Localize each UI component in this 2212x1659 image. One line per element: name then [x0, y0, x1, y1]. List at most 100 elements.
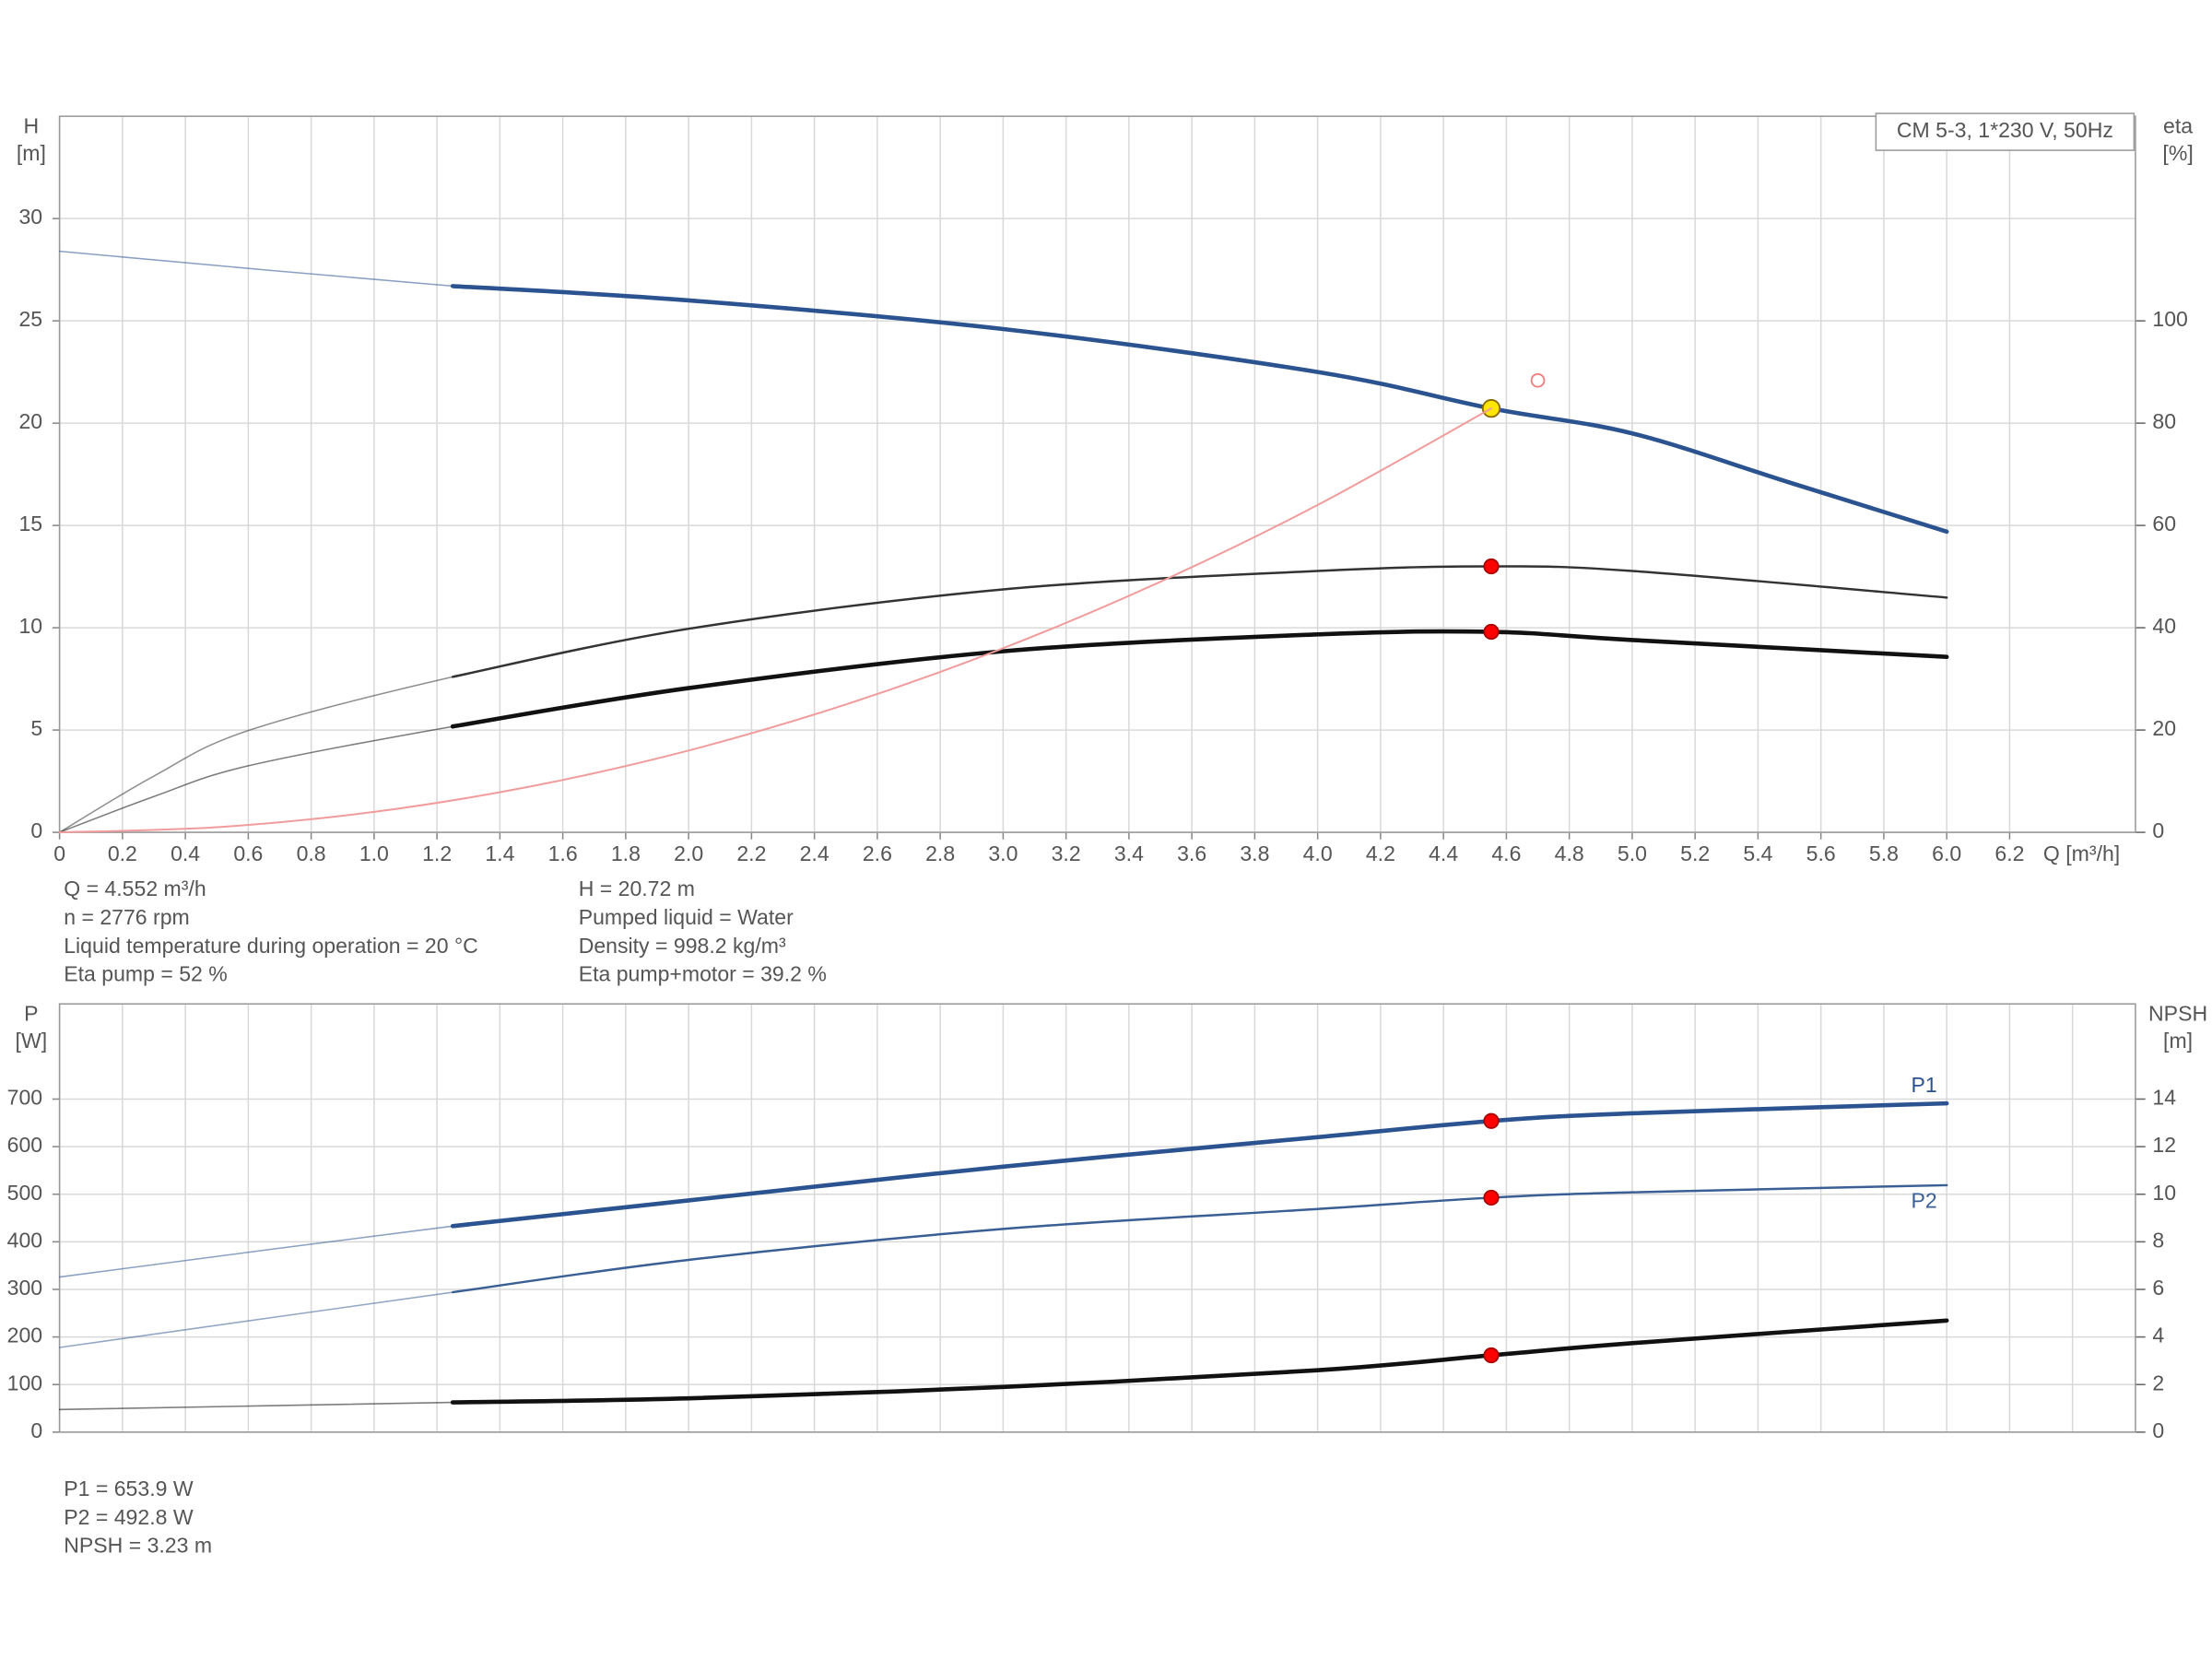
curve [451, 565, 1948, 678]
y-axis-title: H [24, 114, 40, 138]
x-tick-label: 1.4 [485, 841, 514, 865]
y-tick-label: 10 [18, 614, 42, 638]
y2-axis-title: NPSH [2148, 1002, 2207, 1026]
x-tick-label: 4.2 [1366, 841, 1395, 865]
y2-tick-label: 14 [2152, 1086, 2176, 1110]
y-tick-label: 5 [30, 716, 42, 740]
info-text: Q = 4.552 m³/h [64, 877, 206, 900]
y-tick-label: 25 [18, 307, 42, 331]
y-tick-label: 30 [18, 205, 42, 229]
info-text: Eta pump = 52 % [64, 962, 228, 986]
x-tick-label: 4.8 [1555, 841, 1584, 865]
reference-point [1530, 372, 1546, 388]
x-tick-label: 6.0 [1932, 841, 1961, 865]
info-text: n = 2776 rpm [64, 905, 190, 929]
y-tick-label: 0 [30, 818, 42, 842]
series-label: P1 [1911, 1073, 1936, 1097]
info-text: Liquid temperature during operation = 20… [64, 934, 478, 958]
x-tick-label: 2.8 [925, 841, 955, 865]
x-tick-label: 5.0 [1618, 841, 1647, 865]
x-tick-label: 5.6 [1806, 841, 1836, 865]
x-tick-label: 4.6 [1491, 841, 1521, 865]
x-tick-label: 1.2 [422, 841, 452, 865]
y2-tick-label: 4 [2152, 1324, 2164, 1347]
info-text: Pumped liquid = Water [579, 905, 794, 929]
curve [450, 1318, 1949, 1405]
x-tick-label: 1.6 [548, 841, 578, 865]
curve [58, 407, 1493, 834]
curve [450, 629, 1949, 729]
y2-axis-title: [m] [2163, 1029, 2193, 1053]
curve [450, 1100, 1949, 1229]
y-tick-label: 0 [30, 1418, 42, 1442]
x-tick-label: 4.4 [1429, 841, 1458, 865]
x-tick-label: 6.2 [1994, 841, 2024, 865]
y2-tick-label: 80 [2152, 409, 2176, 433]
y-tick-label: 300 [7, 1276, 42, 1300]
x-tick-label: 0.2 [108, 841, 137, 865]
x-tick-label: 3.2 [1052, 841, 1081, 865]
info-text: H = 20.72 m [579, 877, 695, 900]
y-tick-label: 700 [7, 1086, 42, 1110]
y2-tick-label: 100 [2152, 307, 2187, 331]
y2-tick-label: 12 [2152, 1133, 2176, 1157]
x-tick-label: 5.2 [1680, 841, 1710, 865]
y2-tick-label: 0 [2152, 1418, 2164, 1442]
plot-frame [58, 115, 2136, 833]
y-tick-label: 500 [7, 1181, 42, 1205]
x-tick-label: 0.8 [297, 841, 326, 865]
x-tick-label: 0 [53, 841, 65, 865]
legend-text: CM 5-3, 1*230 V, 50Hz [1897, 118, 2113, 142]
x-tick-label: 1.0 [359, 841, 389, 865]
info-text: P2 = 492.8 W [64, 1505, 194, 1529]
y2-axis-title: eta [2163, 114, 2193, 138]
y2-axis-title: [%] [2162, 141, 2193, 165]
operating-point [1483, 1347, 1500, 1364]
y2-tick-label: 10 [2152, 1181, 2176, 1205]
y-tick-label: 20 [18, 409, 42, 433]
x-tick-label: 2.2 [736, 841, 766, 865]
x-tick-label: 3.4 [1114, 841, 1144, 865]
y-tick-label: 100 [7, 1371, 42, 1394]
operating-point [1483, 1189, 1500, 1206]
legend-box [1875, 112, 2136, 151]
x-tick-label: 2.0 [674, 841, 703, 865]
y2-tick-label: 20 [2152, 716, 2176, 740]
x-tick-label: 2.4 [800, 841, 830, 865]
x-tick-label: 3.6 [1177, 841, 1206, 865]
y2-tick-label: 0 [2152, 818, 2164, 842]
y-tick-label: 600 [7, 1133, 42, 1157]
y2-tick-label: 60 [2152, 512, 2176, 535]
x-tick-label: 5.8 [1869, 841, 1899, 865]
info-text: Density = 998.2 kg/m³ [579, 934, 786, 958]
y-tick-label: 400 [7, 1228, 42, 1252]
operating-point [1483, 558, 1500, 575]
plot-frame [58, 1003, 2136, 1433]
y2-tick-label: 6 [2152, 1276, 2164, 1300]
y-axis-title: [m] [17, 141, 46, 165]
info-text: NPSH = 3.23 m [64, 1534, 212, 1558]
y2-tick-label: 40 [2152, 614, 2176, 638]
x-tick-label: 1.8 [611, 841, 641, 865]
info-text: P1 = 653.9 W [64, 1477, 194, 1500]
x-tick-label: 0.4 [171, 841, 200, 865]
y-tick-label: 200 [7, 1324, 42, 1347]
info-text: Eta pump+motor = 39.2 % [579, 962, 827, 986]
series-label: P2 [1911, 1188, 1936, 1212]
curve [450, 284, 1949, 535]
x-tick-label: 3.8 [1240, 841, 1269, 865]
operating-point [1483, 1112, 1500, 1129]
y2-tick-label: 2 [2152, 1371, 2164, 1394]
x-tick-label: 2.6 [863, 841, 892, 865]
y-tick-label: 15 [18, 512, 42, 535]
y-axis-title: [W] [16, 1029, 48, 1053]
x-tick-label: 5.4 [1743, 841, 1772, 865]
y2-tick-label: 8 [2152, 1228, 2164, 1252]
curve [451, 1183, 1948, 1294]
operating-point [1483, 623, 1500, 641]
y-axis-title: P [24, 1002, 38, 1026]
x-tick-label: 3.0 [988, 841, 1018, 865]
